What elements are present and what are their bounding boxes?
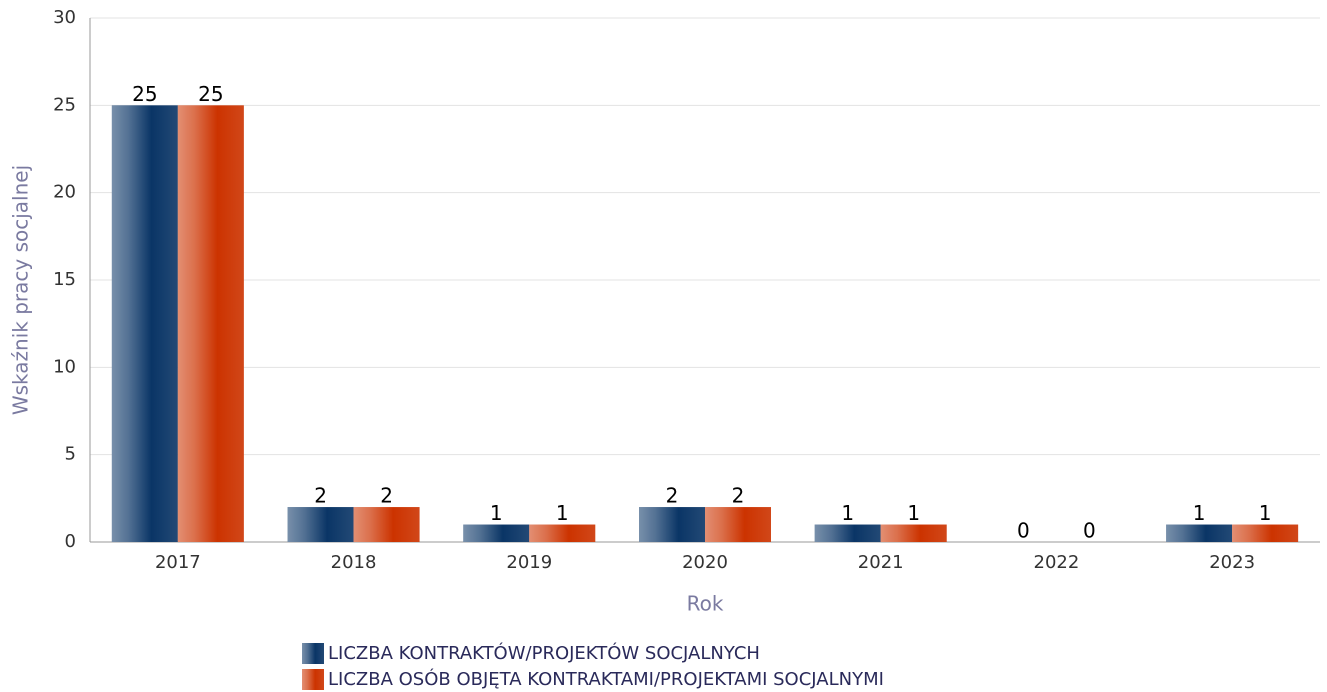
bar-shine [111, 105, 178, 542]
bar-shine [880, 524, 947, 542]
value-label: 25 [198, 82, 223, 106]
y-tick-label: 15 [53, 269, 76, 290]
y-tick-label: 5 [65, 444, 76, 465]
bar-shine [353, 507, 420, 542]
x-tick-label: 2023 [1209, 552, 1255, 573]
bar-shine [1166, 524, 1233, 542]
value-label: 0 [1083, 519, 1096, 543]
bar-shine [177, 105, 244, 542]
value-label: 1 [556, 501, 569, 525]
y-tick-label: 0 [65, 531, 76, 552]
x-tick-label: 2017 [155, 552, 201, 573]
value-label: 1 [1193, 501, 1206, 525]
bar-shine [287, 507, 354, 542]
bar-shine [705, 507, 771, 542]
y-axis-title: Wskaźnik pracy socjalnej [9, 165, 33, 415]
x-tick-label: 2022 [1034, 552, 1080, 573]
value-label: 1 [841, 501, 854, 525]
value-label: 0 [1017, 519, 1030, 543]
y-tick-label: 10 [53, 356, 76, 377]
y-tick-label: 20 [53, 182, 76, 203]
value-label: 2 [380, 484, 393, 508]
value-label: 2 [666, 484, 679, 508]
value-label: 2 [314, 484, 327, 508]
legend-swatch-shine [302, 669, 324, 690]
value-label: 1 [907, 501, 920, 525]
legend-label: LICZBA OSÓB OBJĘTA KONTRAKTAMI/PROJEKTAM… [328, 668, 884, 690]
x-tick-label: 2020 [682, 552, 728, 573]
bar-shine [529, 524, 596, 542]
value-label: 1 [490, 501, 503, 525]
bar-shine [639, 507, 705, 542]
legend-label: LICZBA KONTRAKTÓW/PROJEKTÓW SOCJALNYCH [328, 642, 760, 664]
x-axis-title: Rok [687, 592, 724, 616]
y-tick-label: 25 [53, 94, 76, 115]
value-label: 2 [732, 484, 745, 508]
x-tick-label: 2021 [858, 552, 904, 573]
y-tick-label: 30 [53, 7, 76, 28]
legend-swatch-shine [302, 643, 324, 664]
x-tick-label: 2018 [331, 552, 377, 573]
bar-shine [1232, 524, 1299, 542]
value-label: 1 [1259, 501, 1272, 525]
value-label: 25 [132, 82, 157, 106]
x-tick-label: 2019 [506, 552, 552, 573]
bar-shine [814, 524, 881, 542]
bar-shine [463, 524, 530, 542]
